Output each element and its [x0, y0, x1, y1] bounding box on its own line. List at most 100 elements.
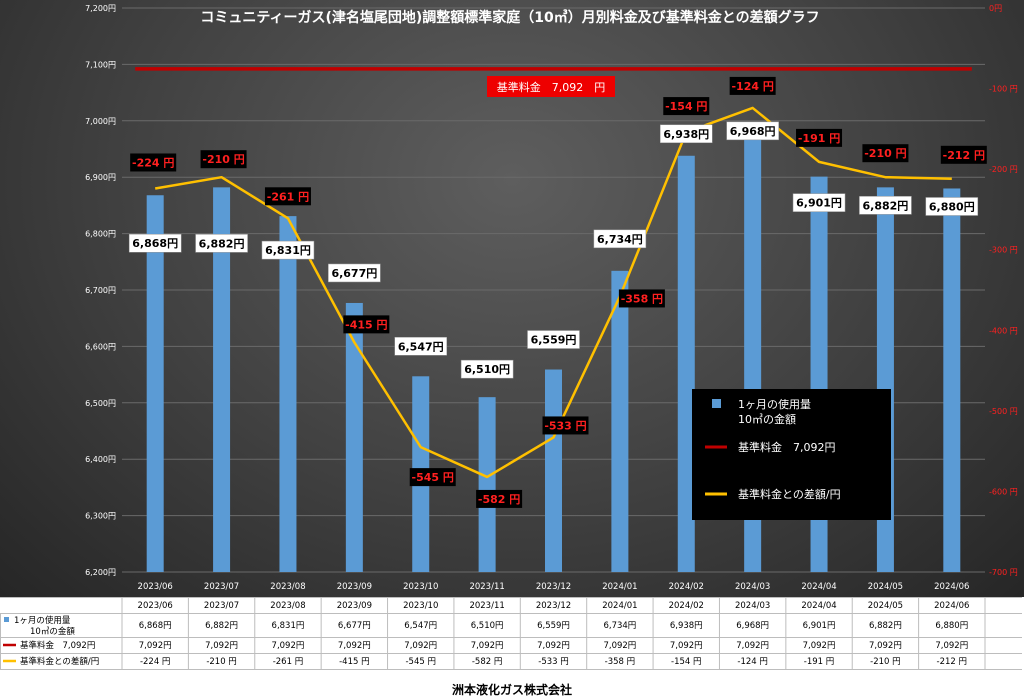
difference-value-label-box: [618, 289, 665, 308]
bar-value-label: 6,968円: [726, 121, 779, 141]
bar-value-label-box: [328, 263, 381, 283]
x-tick-label: 2024/04: [801, 582, 836, 592]
table-cell: 6,901円: [803, 621, 836, 631]
y-left-tick-label: 7,000円: [85, 117, 116, 126]
bar: [279, 216, 297, 572]
legend-label: 1ヶ月の使用量: [738, 398, 811, 411]
table-cell: -224 円: [140, 657, 171, 667]
y-left-tick-label: 6,800円: [85, 230, 116, 239]
difference-value-label-text: -212 円: [943, 149, 985, 162]
bar-value-label-box: [261, 240, 315, 260]
bar-value-label-text: 6,831円: [265, 244, 311, 257]
baseline-label-text: 基準料金 7,092 円: [497, 80, 606, 94]
table-cell: -545 円: [405, 657, 436, 667]
table-header-cell: 2024/04: [801, 601, 836, 611]
bar-value-label-text: 6,968円: [730, 125, 776, 138]
difference-value-label-box: [542, 416, 589, 435]
bar-value-label-box: [726, 121, 779, 141]
difference-value-label-box: [476, 489, 523, 508]
table-cell: 7,092円: [338, 641, 371, 651]
difference-value-label-text: -358 円: [621, 292, 663, 305]
table-cell: -415 円: [339, 657, 370, 667]
table-cell: 6,510円: [471, 621, 504, 631]
difference-value-label: -124 円: [729, 76, 776, 95]
table-cell: 6,968円: [736, 621, 769, 631]
difference-value-label: -261 円: [264, 187, 311, 206]
y-left-tick-label: 6,300円: [85, 512, 116, 521]
table-cell: 6,882円: [869, 621, 902, 631]
bar-value-label-text: 6,901円: [796, 197, 842, 210]
bar: [611, 270, 629, 572]
table-cell: -210 円: [206, 657, 237, 667]
y-right-tick-label: -100 円: [989, 85, 1018, 94]
bar-value-label-box: [460, 359, 514, 379]
x-tick-label: 2023/06: [138, 582, 173, 592]
y-left-tick-label: 7,100円: [85, 60, 116, 69]
legend-box: [692, 389, 891, 520]
x-tick-label: 2023/07: [204, 582, 239, 592]
difference-value-label-text: -545 円: [412, 471, 454, 484]
bar-value-label: 6,938円: [660, 124, 713, 144]
bar-value-label-box: [660, 124, 713, 144]
bar: [478, 397, 496, 572]
table-cell: -191 円: [804, 657, 835, 667]
difference-line: [154, 106, 952, 479]
table-header-cell: 2024/06: [934, 601, 969, 611]
bar-value-label-box: [925, 197, 979, 216]
y-right-tick-label: -700 円: [989, 568, 1018, 577]
company-footer: 洲本液化ガス株式会社: [451, 683, 572, 697]
baseline-label-box: [487, 76, 615, 97]
bar-value-label-text: 6,868円: [132, 237, 178, 250]
difference-value-label: -415 円: [343, 315, 390, 334]
table-header-cell: 2024/02: [669, 601, 704, 611]
table-header-cell: 2024/05: [868, 601, 903, 611]
table-cell: 7,092円: [736, 641, 769, 651]
table-cell: -261 円: [273, 657, 304, 667]
x-tick-label: 2023/08: [270, 582, 305, 592]
table-cell: 6,880円: [935, 621, 968, 631]
bar-value-label: 6,882円: [859, 196, 912, 215]
table-header-cell: 2023/10: [403, 601, 438, 611]
table-cell: 6,734円: [603, 621, 636, 631]
table-cell: 7,092円: [471, 641, 504, 651]
difference-value-label-box: [663, 97, 710, 116]
difference-value-label: -210 円: [862, 144, 909, 163]
difference-value-label-text: -582 円: [478, 493, 520, 506]
bar-value-label-box: [792, 193, 846, 212]
bar-value-label: 6,547円: [394, 337, 447, 356]
y-right-tick-label: -200 円: [989, 165, 1018, 174]
table-header-cell: 2023/11: [469, 601, 504, 611]
table-header-cell: 2023/07: [204, 601, 239, 611]
y-left-tick-label: 6,500円: [85, 399, 116, 408]
table-cell: 7,092円: [603, 641, 636, 651]
bar: [545, 369, 562, 572]
difference-value-label: -545 円: [409, 468, 456, 487]
difference-value-label: -191 円: [796, 128, 843, 147]
difference-value-label-box: [729, 76, 776, 95]
table-cell: -212 円: [937, 657, 968, 667]
y-right-tick-label: 0円: [989, 4, 1002, 13]
table-header-cell: 2023/09: [337, 601, 372, 611]
legend-label: 基準料金との差額/円: [738, 487, 841, 501]
table-cell: 7,092円: [869, 641, 902, 651]
bar-value-label-text: 6,938円: [663, 128, 709, 141]
table-row-label: 基準料金との差額/円: [20, 656, 99, 667]
table-cell: -358 円: [605, 657, 636, 667]
table-cell: 7,092円: [205, 641, 238, 651]
difference-value-label-box: [862, 144, 909, 163]
difference-value-label: -358 円: [618, 289, 665, 308]
legend-label-line2: 10㎥の金額: [738, 412, 796, 426]
difference-value-label-text: -210 円: [202, 153, 244, 166]
table-cell: 7,092円: [935, 641, 968, 651]
x-tick-label: 2024/02: [669, 582, 704, 592]
difference-value-label-text: -210 円: [864, 147, 906, 160]
bar-value-label-text: 6,882円: [199, 237, 245, 250]
bar-value-label-box: [128, 233, 182, 253]
difference-value-label: -582 円: [476, 489, 523, 508]
bar-value-label: 6,831円: [261, 240, 315, 260]
difference-value-label: -533 円: [542, 416, 589, 435]
difference-value-label-box: [940, 145, 987, 164]
table-cell: 6,868円: [139, 621, 172, 631]
y-right-tick-label: -600 円: [989, 487, 1018, 496]
difference-value-label-text: -224 円: [132, 156, 174, 169]
